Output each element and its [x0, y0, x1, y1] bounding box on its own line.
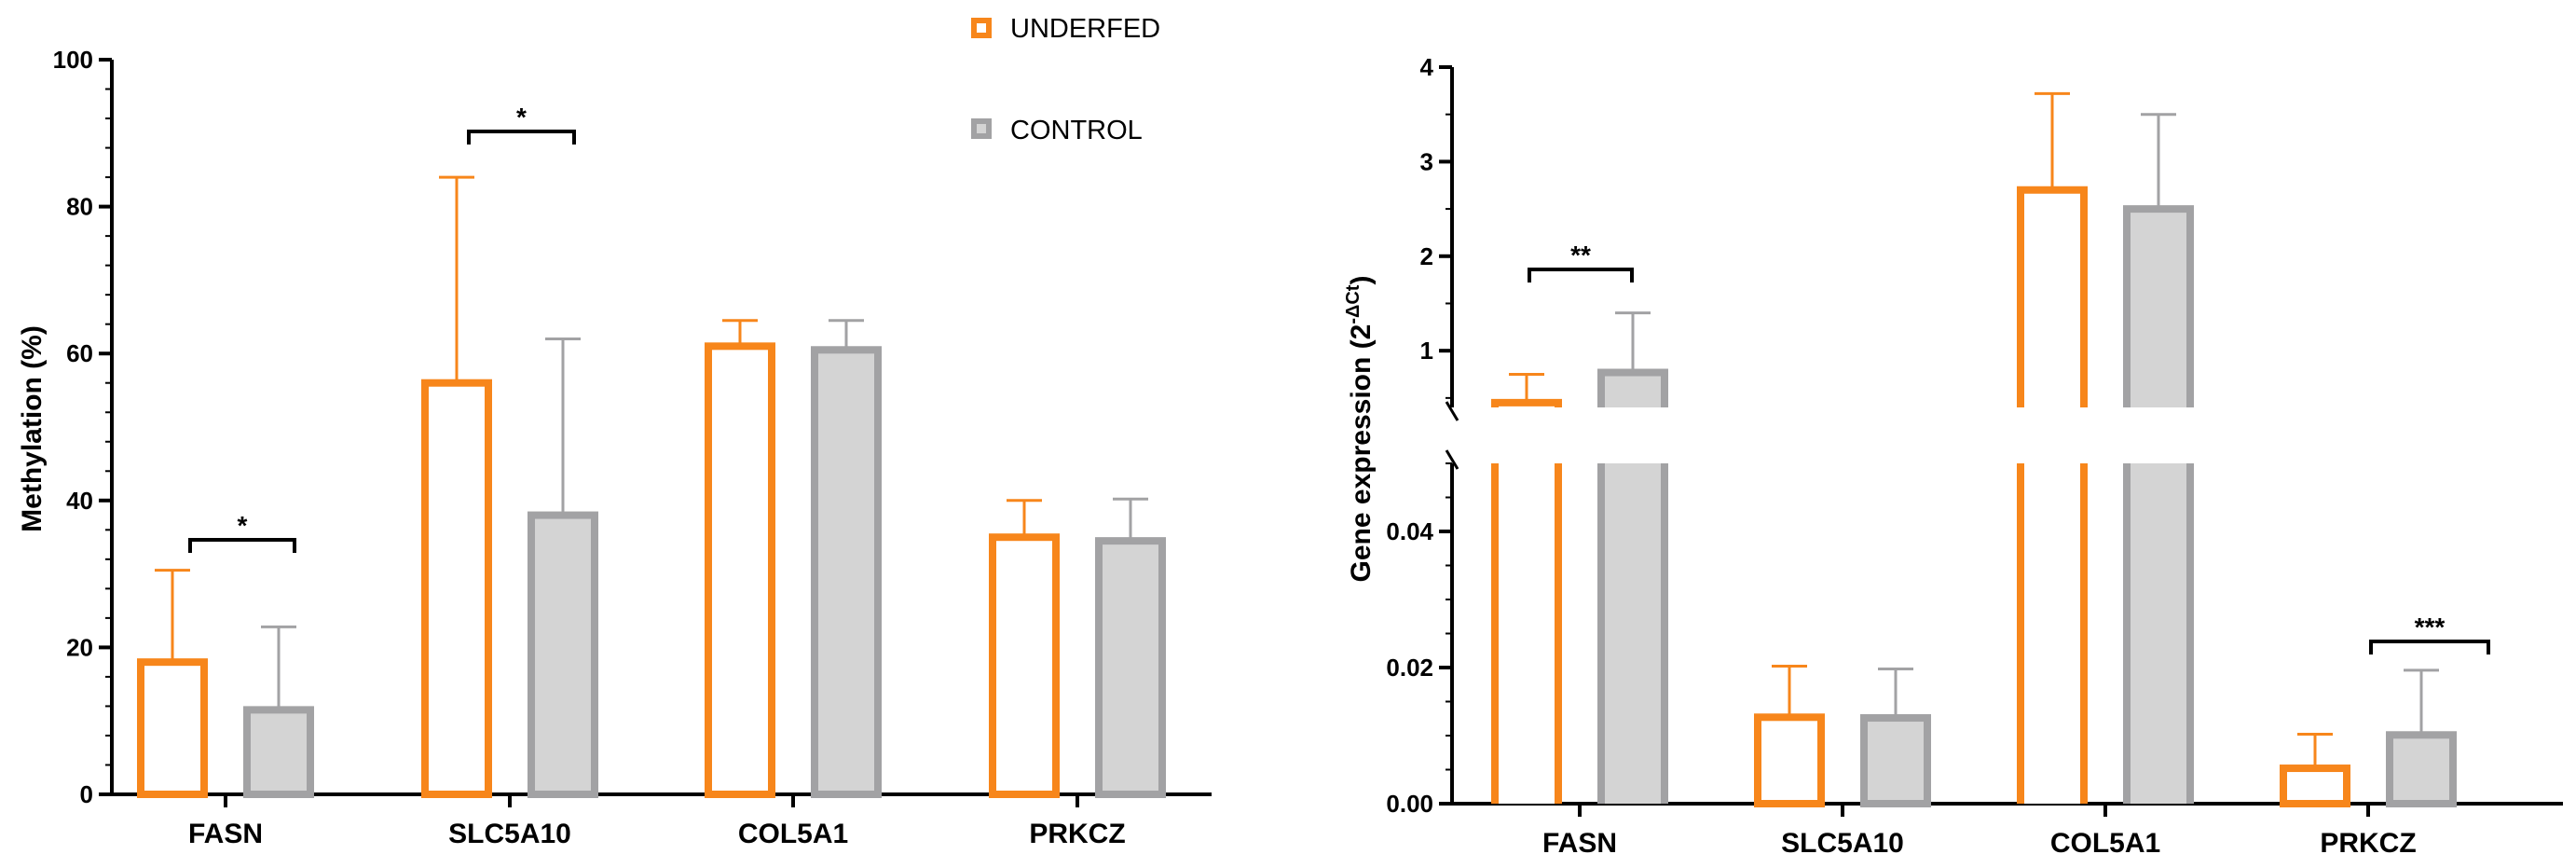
- chart2-y-tick-label-lower-2: 0.04: [1386, 517, 1433, 545]
- significance-bracket-1: [2369, 640, 2490, 654]
- chart2-y-tick-label-upper-1: 2: [1420, 242, 1433, 270]
- bar-underfed-lower-2: [2021, 463, 2084, 804]
- legend-underfed-label: UNDERFED: [1010, 14, 1160, 44]
- chart1-y-tick-label-2: 40: [66, 487, 93, 515]
- chart1-y-tick-label-3: 60: [66, 339, 93, 367]
- bar-control-3: [2386, 731, 2457, 808]
- chart1-x-tick-label-2: COL5A1: [738, 819, 848, 849]
- chart1-y-tick-label-0: 0: [80, 780, 93, 808]
- bar-underfed-lower-0: [1495, 463, 1558, 804]
- bar-control-lower-2: [2127, 463, 2190, 804]
- chart2-y-tick-label-upper-3: 4: [1420, 53, 1434, 81]
- gene-expression-chart: 0.00 0.02 0.04 1 2 3 4 FASN SLC5A10 COL5A1 PRKCZ **…: [1386, 53, 2563, 859]
- bar-underfed-1: [421, 379, 492, 798]
- chart2-x-tick-label-1: SLC5A10: [1781, 828, 1904, 859]
- bar-underfed-0: [137, 658, 208, 798]
- bar-control-upper-2: [2123, 205, 2194, 407]
- chart2-axis-break-upper: [1445, 401, 1459, 421]
- bar-underfed-2: [705, 342, 775, 798]
- chart2-y-axis-label: Gene expression (2-ΔCt): [1343, 276, 1377, 583]
- chart2-axis-break-lower: [1445, 449, 1459, 470]
- chart2-y-tick-label-lower-0: 0.00: [1386, 790, 1433, 818]
- chart1-y-tick-label-5: 100: [53, 46, 93, 74]
- chart1-y-axis-label: Methylation (%): [17, 325, 48, 532]
- legend-control-swatch: [971, 118, 992, 139]
- bar-control-0: [243, 706, 314, 799]
- chart2-y-axis-label-superscript: -ΔCt: [1343, 284, 1363, 324]
- chart2-y-axis-label-close: ): [1346, 276, 1377, 285]
- bar-control-lower-0: [1601, 463, 1665, 804]
- significance-label-0: **: [1570, 241, 1591, 269]
- chart2-y-axis-label-main: Gene expression (2: [1346, 324, 1377, 583]
- chart2-y-tick-label-lower-1: 0.02: [1386, 654, 1433, 682]
- chart2-y-tick-label-upper-2: 3: [1420, 147, 1433, 175]
- chart1-x-tick-label-1: SLC5A10: [448, 819, 571, 849]
- bar-control-3: [1095, 537, 1166, 798]
- chart2-x-tick-label-3: PRKCZ: [2320, 828, 2416, 859]
- legend: UNDERFED CONTROL: [971, 14, 1160, 145]
- chart2-y-tick-label-upper-0: 1: [1420, 337, 1433, 365]
- bar-control-upper-fill-2: [2127, 209, 2190, 407]
- bar-underfed-upper-0: [1491, 398, 1562, 407]
- bar-control-upper-0: [1597, 368, 1668, 407]
- methylation-chart: 0 20 40 60 80 100 FASN SLC5A10 COL5A1 PRKCZ * *: [53, 46, 1212, 849]
- significance-label-1: ***: [2415, 613, 2446, 641]
- significance-bracket-1: [467, 130, 576, 145]
- bar-underfed-upper-2: [2017, 186, 2088, 407]
- bar-underfed-3: [2280, 765, 2350, 807]
- chart1-y-tick-label-1: 20: [66, 633, 93, 661]
- significance-label-1: *: [516, 103, 527, 131]
- bar-control-upper-fill-0: [1601, 372, 1665, 407]
- chart1-x-tick-label-0: FASN: [188, 819, 263, 849]
- significance-bracket-0: [1528, 268, 1634, 282]
- bar-underfed-upper-fill-2: [2021, 189, 2084, 407]
- bar-control-1: [528, 511, 598, 798]
- chart2-x-tick-label-0: FASN: [1542, 828, 1617, 859]
- chart1-x-tick-label-3: PRKCZ: [1029, 819, 1125, 849]
- bar-underfed-3: [989, 533, 1060, 798]
- legend-underfed-swatch: [971, 18, 992, 38]
- chart1-y-tick-label-4: 80: [66, 193, 93, 221]
- legend-control-label: CONTROL: [1010, 116, 1143, 145]
- significance-label-0: *: [238, 511, 248, 540]
- chart2-x-tick-label-2: COL5A1: [2050, 828, 2160, 859]
- bar-control-1: [1860, 714, 1931, 808]
- bar-control-2: [811, 346, 882, 798]
- significance-bracket-0: [188, 538, 296, 553]
- bar-underfed-1: [1754, 713, 1825, 807]
